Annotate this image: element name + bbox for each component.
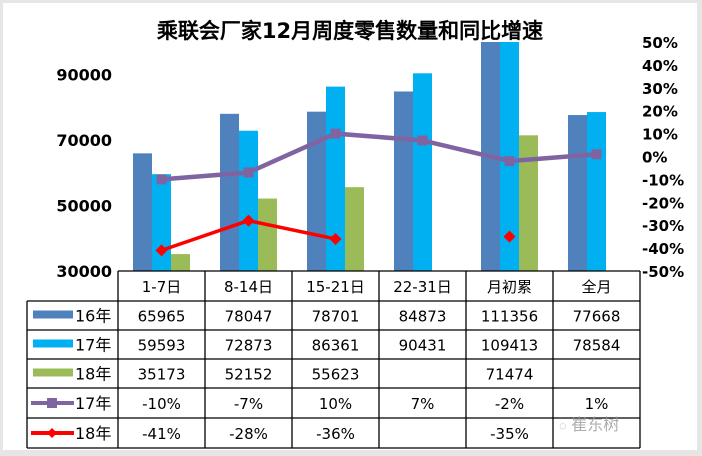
marker-diamond	[155, 244, 168, 257]
bar-18年	[258, 198, 277, 271]
table-cell: 111356	[481, 308, 538, 326]
table-cell: 52152	[225, 366, 273, 384]
legend-swatch-18年	[33, 368, 73, 377]
legend-swatch-17年	[33, 339, 73, 348]
right-axis-tick-label: 30%	[642, 80, 678, 98]
legend-label: 17年	[75, 336, 111, 355]
bar-18年	[345, 187, 364, 271]
table-cell: -7%	[234, 395, 263, 413]
table-cell: 65965	[138, 308, 186, 326]
bar-16年	[220, 113, 239, 271]
table-cell: 90431	[399, 337, 447, 355]
bar-18年	[171, 254, 190, 271]
table-cell: 10%	[319, 395, 352, 413]
table-cell: 55623	[312, 366, 360, 384]
table-cell: 78701	[312, 308, 360, 326]
wechat-icon: ◌	[559, 418, 567, 433]
table-cell: 35173	[138, 366, 186, 384]
left-axis-tick-label: 70000	[56, 131, 112, 150]
right-axis-tick-label: 40%	[642, 57, 678, 75]
chart-title: 乘联会厂家12月周度零售数量和同比增速	[156, 19, 544, 43]
marker-square	[504, 156, 515, 167]
marker-diamond	[242, 214, 255, 227]
bar-17年	[239, 130, 258, 271]
table-cell: -10%	[142, 395, 181, 413]
category-label: 1-7日	[142, 278, 182, 296]
legend-label: 18年	[75, 424, 111, 443]
table-cell: -35%	[490, 425, 529, 443]
table-cell: 78047	[225, 308, 273, 326]
category-label: 15-21日	[306, 278, 365, 296]
table-cell: 1%	[585, 395, 609, 413]
legend-label: 17年	[75, 394, 111, 413]
right-axis-tick-label: -10%	[642, 171, 684, 189]
line-17年	[161, 131, 597, 182]
table-cell: 71474	[486, 366, 534, 384]
marker-square	[417, 135, 428, 146]
bar-16年	[481, 42, 500, 271]
marker-square	[591, 149, 602, 160]
chart-frame: 乘联会厂家12月周度零售数量和同比增速 30000 50000 70000 90000…	[3, 3, 697, 450]
bar-16年	[133, 153, 152, 271]
table-cell: -28%	[229, 425, 268, 443]
category-label: 8-14日	[224, 278, 273, 296]
right-axis-tick-label: 10%	[642, 126, 678, 144]
legend-label: 16年	[75, 307, 111, 326]
category-label: 22-31日	[393, 278, 452, 296]
table-cell: 72873	[225, 337, 273, 355]
bar-17年	[587, 112, 606, 271]
right-axis-tick-label: -40%	[642, 240, 684, 258]
bar-17年	[152, 174, 171, 271]
legend-label: 18年	[75, 365, 111, 384]
bar-16年	[394, 91, 413, 271]
right-axis-tick-label: 50%	[642, 34, 678, 52]
table-cell: 7%	[411, 395, 435, 413]
table-cell: -41%	[142, 425, 181, 443]
left-axis-tick-label: 50000	[56, 197, 112, 216]
table-cell: 59593	[138, 337, 186, 355]
table-cell: -2%	[495, 395, 524, 413]
legend-swatch-16年	[33, 310, 73, 319]
watermark: ◌ 崔东树	[559, 411, 619, 435]
table-cell: 78584	[573, 337, 621, 355]
table-cell: -36%	[316, 425, 355, 443]
marker-diamond	[329, 232, 342, 245]
bar-16年	[307, 111, 326, 271]
bar-16年	[568, 115, 587, 271]
right-axis-tick-label: -20%	[642, 194, 684, 212]
right-axis-tick-label: 20%	[642, 103, 678, 121]
table-cell: 84873	[399, 308, 447, 326]
left-axis-tick-label: 90000	[56, 66, 112, 85]
bar-17年	[413, 73, 432, 271]
table-cell: 109413	[481, 337, 538, 355]
marker-square	[330, 128, 341, 139]
legend-marker	[47, 398, 57, 408]
table-cell: 86361	[312, 337, 360, 355]
left-axis-tick-label: 30000	[56, 262, 112, 281]
right-axis-tick-label: -50%	[642, 263, 684, 281]
category-label: 月初累	[487, 278, 532, 296]
marker-square	[156, 174, 167, 185]
right-axis-tick-label: 0%	[642, 149, 667, 167]
table-cell: 77668	[573, 308, 621, 326]
marker-diamond	[503, 230, 516, 243]
legend-marker	[47, 428, 57, 438]
marker-square	[243, 167, 254, 178]
watermark-text: 崔东树	[571, 417, 620, 434]
bar-18年	[519, 135, 538, 271]
right-axis-tick-label: -30%	[642, 217, 684, 235]
category-label: 全月	[581, 278, 611, 296]
